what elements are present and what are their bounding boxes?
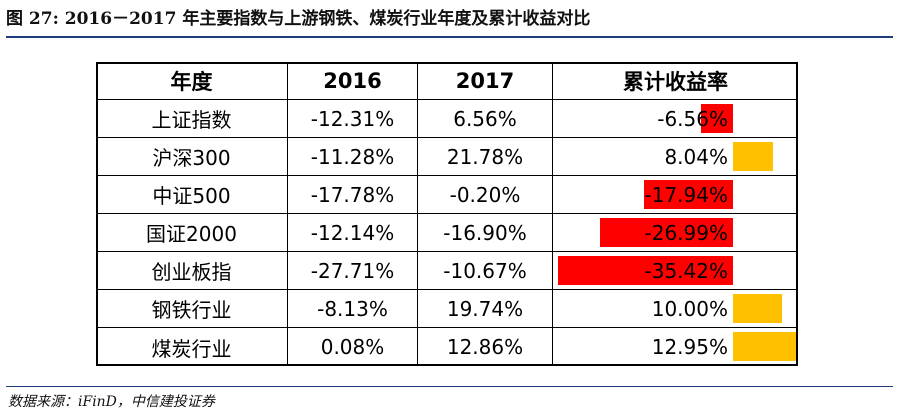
header-2017: 2017 [418, 62, 553, 100]
positive-return-bar [733, 332, 797, 361]
cumulative-return-label: -17.94% [644, 182, 728, 207]
return-2016-cell: -27.71% [288, 252, 418, 290]
cumulative-return-label: 12.95% [651, 334, 728, 359]
negative-return-bar [700, 104, 733, 133]
index-name-cell: 上证指数 [96, 100, 288, 138]
return-2017-cell: -16.90% [418, 214, 553, 252]
return-2016-cell: -12.14% [288, 214, 418, 252]
return-2016-cell: -17.78% [288, 176, 418, 214]
negative-return-bar [644, 180, 733, 209]
header-2016: 2016 [288, 62, 418, 100]
returns-table: 年度 2016 2017 累计收益率上证指数 -12.31% 6.56% -6.56% 沪深3… [96, 62, 798, 366]
negative-return-bar [558, 256, 733, 285]
figure-title: 图 27: 2016－2017 年主要指数与上游钢铁、煤炭行业年度及累计收益对比 [6, 9, 591, 29]
return-2016-cell: -12.31% [288, 100, 418, 138]
return-2016-cell: 0.08% [288, 328, 418, 366]
header-year-label: 年度 [96, 62, 288, 100]
source-note: 数据来源：iFinD，中信建投证券 [8, 394, 215, 410]
return-2016-cell: -11.28% [288, 138, 418, 176]
positive-return-bar [733, 142, 773, 171]
positive-return-bar [733, 294, 783, 323]
return-2017-cell: 6.56% [418, 100, 553, 138]
header-cumulative: 累计收益率 [553, 62, 798, 100]
cumulative-cell: -35.42% [553, 252, 798, 290]
cumulative-return-label: -6.56% [657, 106, 728, 131]
return-2017-cell: -10.67% [418, 252, 553, 290]
return-2017-cell: 12.86% [418, 328, 553, 366]
cumulative-return-label: 8.04% [664, 144, 728, 169]
cumulative-return-label: 10.00% [651, 296, 728, 321]
index-name-cell: 中证500 [96, 176, 288, 214]
cumulative-cell: -17.94% [553, 176, 798, 214]
index-name-cell: 创业板指 [96, 252, 288, 290]
index-name-cell: 煤炭行业 [96, 328, 288, 366]
return-2017-cell: 19.74% [418, 290, 553, 328]
cumulative-cell: 8.04% [553, 138, 798, 176]
source-rule [6, 386, 893, 387]
title-rule [6, 36, 893, 38]
cumulative-cell: 10.00% [553, 290, 798, 328]
cumulative-return-label: -35.42% [644, 258, 728, 283]
index-name-cell: 沪深300 [96, 138, 288, 176]
index-name-cell: 国证2000 [96, 214, 288, 252]
negative-return-bar [599, 218, 733, 247]
return-2016-cell: -8.13% [288, 290, 418, 328]
cumulative-return-label: -26.99% [644, 220, 728, 245]
index-name-cell: 钢铁行业 [96, 290, 288, 328]
cumulative-cell: -6.56% [553, 100, 798, 138]
return-2017-cell: -0.20% [418, 176, 553, 214]
cumulative-cell: 12.95% [553, 328, 798, 366]
return-2017-cell: 21.78% [418, 138, 553, 176]
cumulative-cell: -26.99% [553, 214, 798, 252]
